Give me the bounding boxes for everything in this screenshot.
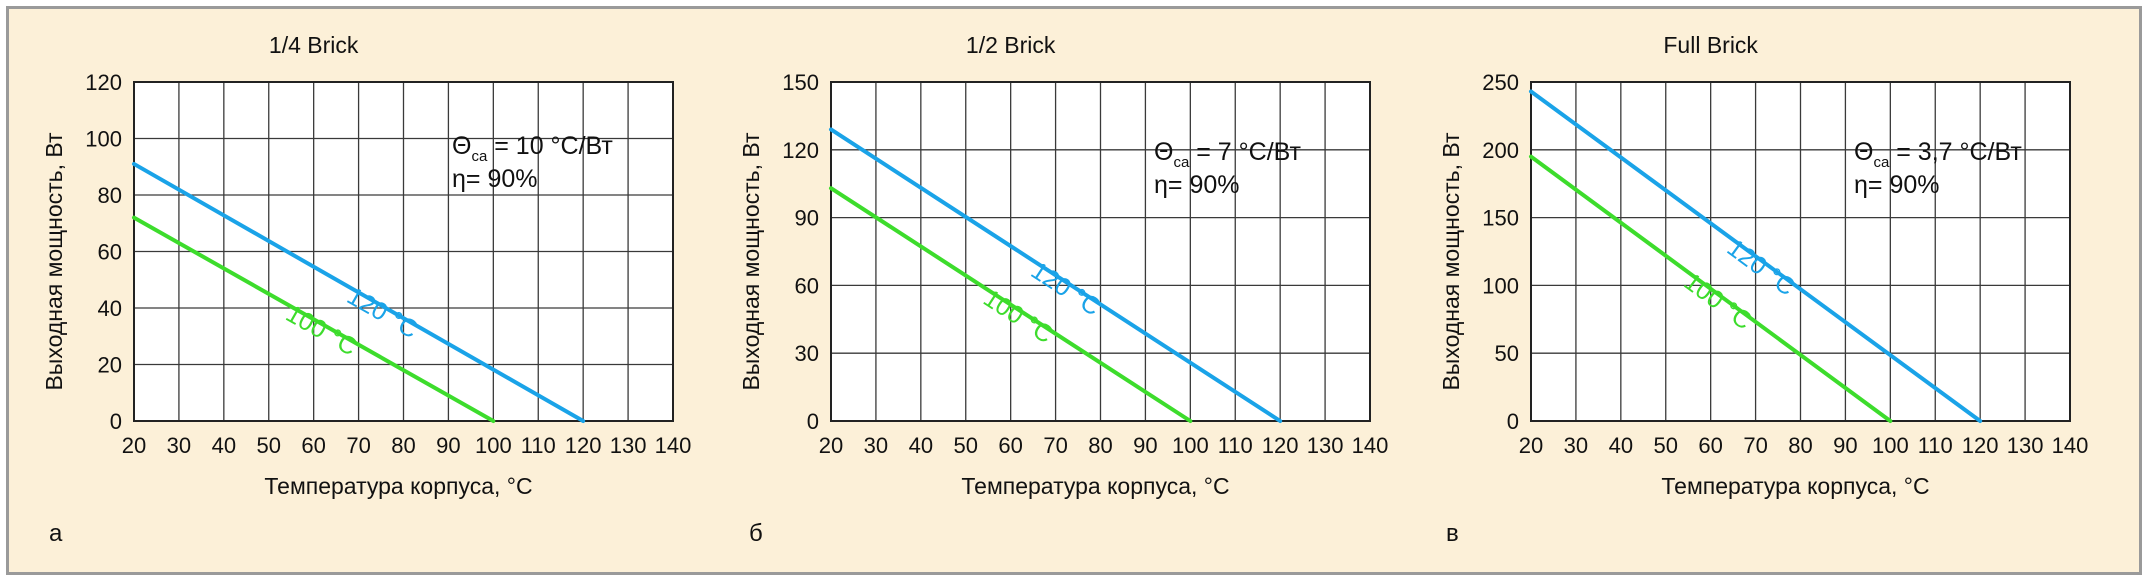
y-tick-label: 200: [1482, 138, 1519, 163]
x-tick-label: 40: [909, 433, 933, 458]
x-tick-label: 60: [1698, 433, 1722, 458]
series-line-120: [829, 127, 1283, 423]
series-line-120: [1529, 89, 1983, 423]
theta-annotation: Θca = 3,7 °С/Вт: [1854, 138, 2022, 171]
y-tick-label: 150: [782, 70, 819, 95]
chart-title: 1/4 Brick: [269, 32, 359, 58]
figure-panel: 20 30 40 50 60 70 80 90 100 110 120 130 140 0 20 40 60 80…: [6, 6, 2142, 575]
y-tick-label: 0: [110, 409, 122, 434]
x-tick-label: 90: [436, 433, 460, 458]
charts-canvas: 20 30 40 50 60 70 80 90 100 110 120 130 140020406080…: [41, 32, 2088, 547]
x-tick-label: 80: [1088, 433, 1112, 458]
theta-symbol: Θ: [1854, 138, 1873, 166]
chart-panel-3: 20 30 40 50 60 70 80 90 100 110 120 130 140 0 50 100 150…: [1438, 32, 2088, 547]
y-axis-label: Выходная мощность, Вт: [41, 132, 67, 391]
y-tick-label: 20: [98, 353, 122, 378]
chart-panel-1: 20 30 40 50 60 70 80 90 100 110 120 130 140020406080…: [41, 32, 691, 547]
x-tick-label: 140: [655, 433, 692, 458]
x-tick-label: 80: [1788, 433, 1812, 458]
x-tick-label: 100: [1172, 433, 1209, 458]
y-tick-label: 80: [98, 183, 122, 208]
x-tick-label: 110: [1918, 433, 1953, 458]
x-tick-label: 70: [1743, 433, 1767, 458]
chart-panel-2: 20 30 40 50 60 70 80 90 100 110 120 130 140 0 30 60 90 12…: [738, 32, 1388, 547]
x-tick-label: 20: [819, 433, 843, 458]
y-tick-label: 120: [85, 70, 122, 95]
theta-subscript: ca: [1873, 154, 1890, 171]
y-tick-label: 0: [1507, 409, 1519, 434]
y-tick-label: 150: [1482, 206, 1519, 231]
theta-value: = 3,7 °С/Вт: [1889, 138, 2022, 166]
x-tick-label: 100: [475, 433, 512, 458]
y-axis-label: Выходная мощность, Вт: [1438, 132, 1464, 391]
x-tick-label: 70: [346, 433, 370, 458]
x-tick-label: 40: [212, 433, 236, 458]
series-line-100: [829, 186, 1193, 423]
y-axis-label: Выходная мощность, Вт: [738, 132, 764, 391]
y-tick-label: 100: [85, 127, 122, 152]
x-tick-label: 50: [257, 433, 281, 458]
x-tick-label: 70: [1043, 433, 1067, 458]
y-tick-label: 40: [98, 296, 122, 321]
y-tick-label: 250: [1482, 70, 1519, 95]
x-axis-label: Температура корпуса, °С: [961, 473, 1229, 499]
x-tick-label: 100: [1872, 433, 1909, 458]
y-tick-label: 100: [1482, 273, 1519, 298]
x-tick-label: 60: [301, 433, 325, 458]
theta-value: = 7 °С/Вт: [1189, 138, 1301, 166]
x-tick-label: 110: [1218, 433, 1253, 458]
x-tick-label: 120: [565, 433, 602, 458]
y-tick-label: 30: [795, 341, 819, 366]
x-axis-label: Температура корпуса, °С: [1661, 473, 1929, 499]
x-tick-label: 120: [1962, 433, 1999, 458]
theta-value: = 10 °С/Вт: [487, 132, 613, 160]
theta-subscript: ca: [471, 148, 488, 165]
plot-border: [1530, 81, 2071, 422]
y-tick-label: 120: [782, 138, 819, 163]
x-tick-label: 80: [391, 433, 415, 458]
plot-border: [830, 81, 1371, 422]
chart-title: Full Brick: [1663, 32, 1758, 58]
x-tick-label: 20: [1519, 433, 1543, 458]
theta-annotation: Θca = 10 °С/Вт: [452, 132, 613, 165]
x-tick-label: 20: [122, 433, 146, 458]
x-tick-label: 120: [1262, 433, 1299, 458]
efficiency-annotation: η= 90%: [1854, 171, 1940, 199]
x-tick-label: 90: [1133, 433, 1157, 458]
efficiency-annotation: η= 90%: [452, 165, 538, 193]
x-tick-label: 30: [864, 433, 888, 458]
panel-label: а: [49, 520, 63, 547]
x-tick-label: 130: [1307, 433, 1344, 458]
series-line-120: [132, 161, 586, 423]
y-tick-label: 50: [1495, 341, 1519, 366]
x-tick-label: 90: [1833, 433, 1857, 458]
y-tick-label: 90: [795, 206, 819, 231]
x-tick-label: 30: [167, 433, 191, 458]
chart-title: 1/2 Brick: [966, 32, 1056, 58]
series-line-100: [1529, 154, 1893, 423]
x-tick-label: 140: [2052, 433, 2089, 458]
x-axis-label: Температура корпуса, °С: [264, 473, 532, 499]
x-tick-label: 140: [1352, 433, 1389, 458]
theta-symbol: Θ: [452, 132, 471, 160]
plot-border: [133, 81, 674, 422]
y-tick-label: 60: [98, 240, 122, 265]
theta-symbol: Θ: [1154, 138, 1173, 166]
efficiency-annotation: η= 90%: [1154, 171, 1240, 199]
panel-label: в: [1446, 520, 1459, 547]
theta-subscript: ca: [1173, 154, 1190, 171]
x-tick-label: 130: [2007, 433, 2044, 458]
series-line-100: [132, 215, 496, 423]
x-tick-label: 60: [998, 433, 1022, 458]
panel-label: б: [749, 520, 763, 547]
x-tick-label: 40: [1609, 433, 1633, 458]
x-tick-label: 50: [954, 433, 978, 458]
x-tick-label: 30: [1564, 433, 1588, 458]
y-tick-label: 0: [807, 409, 819, 434]
theta-annotation: Θca = 7 °С/Вт: [1154, 138, 1301, 171]
x-tick-label: 50: [1654, 433, 1678, 458]
y-tick-label: 60: [795, 273, 819, 298]
x-tick-label: 110: [521, 433, 556, 458]
x-tick-label: 130: [610, 433, 647, 458]
